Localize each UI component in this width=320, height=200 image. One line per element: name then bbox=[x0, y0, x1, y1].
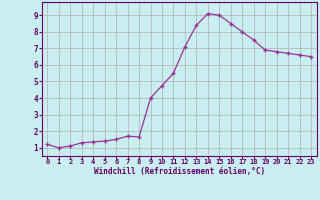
X-axis label: Windchill (Refroidissement éolien,°C): Windchill (Refroidissement éolien,°C) bbox=[94, 167, 265, 176]
